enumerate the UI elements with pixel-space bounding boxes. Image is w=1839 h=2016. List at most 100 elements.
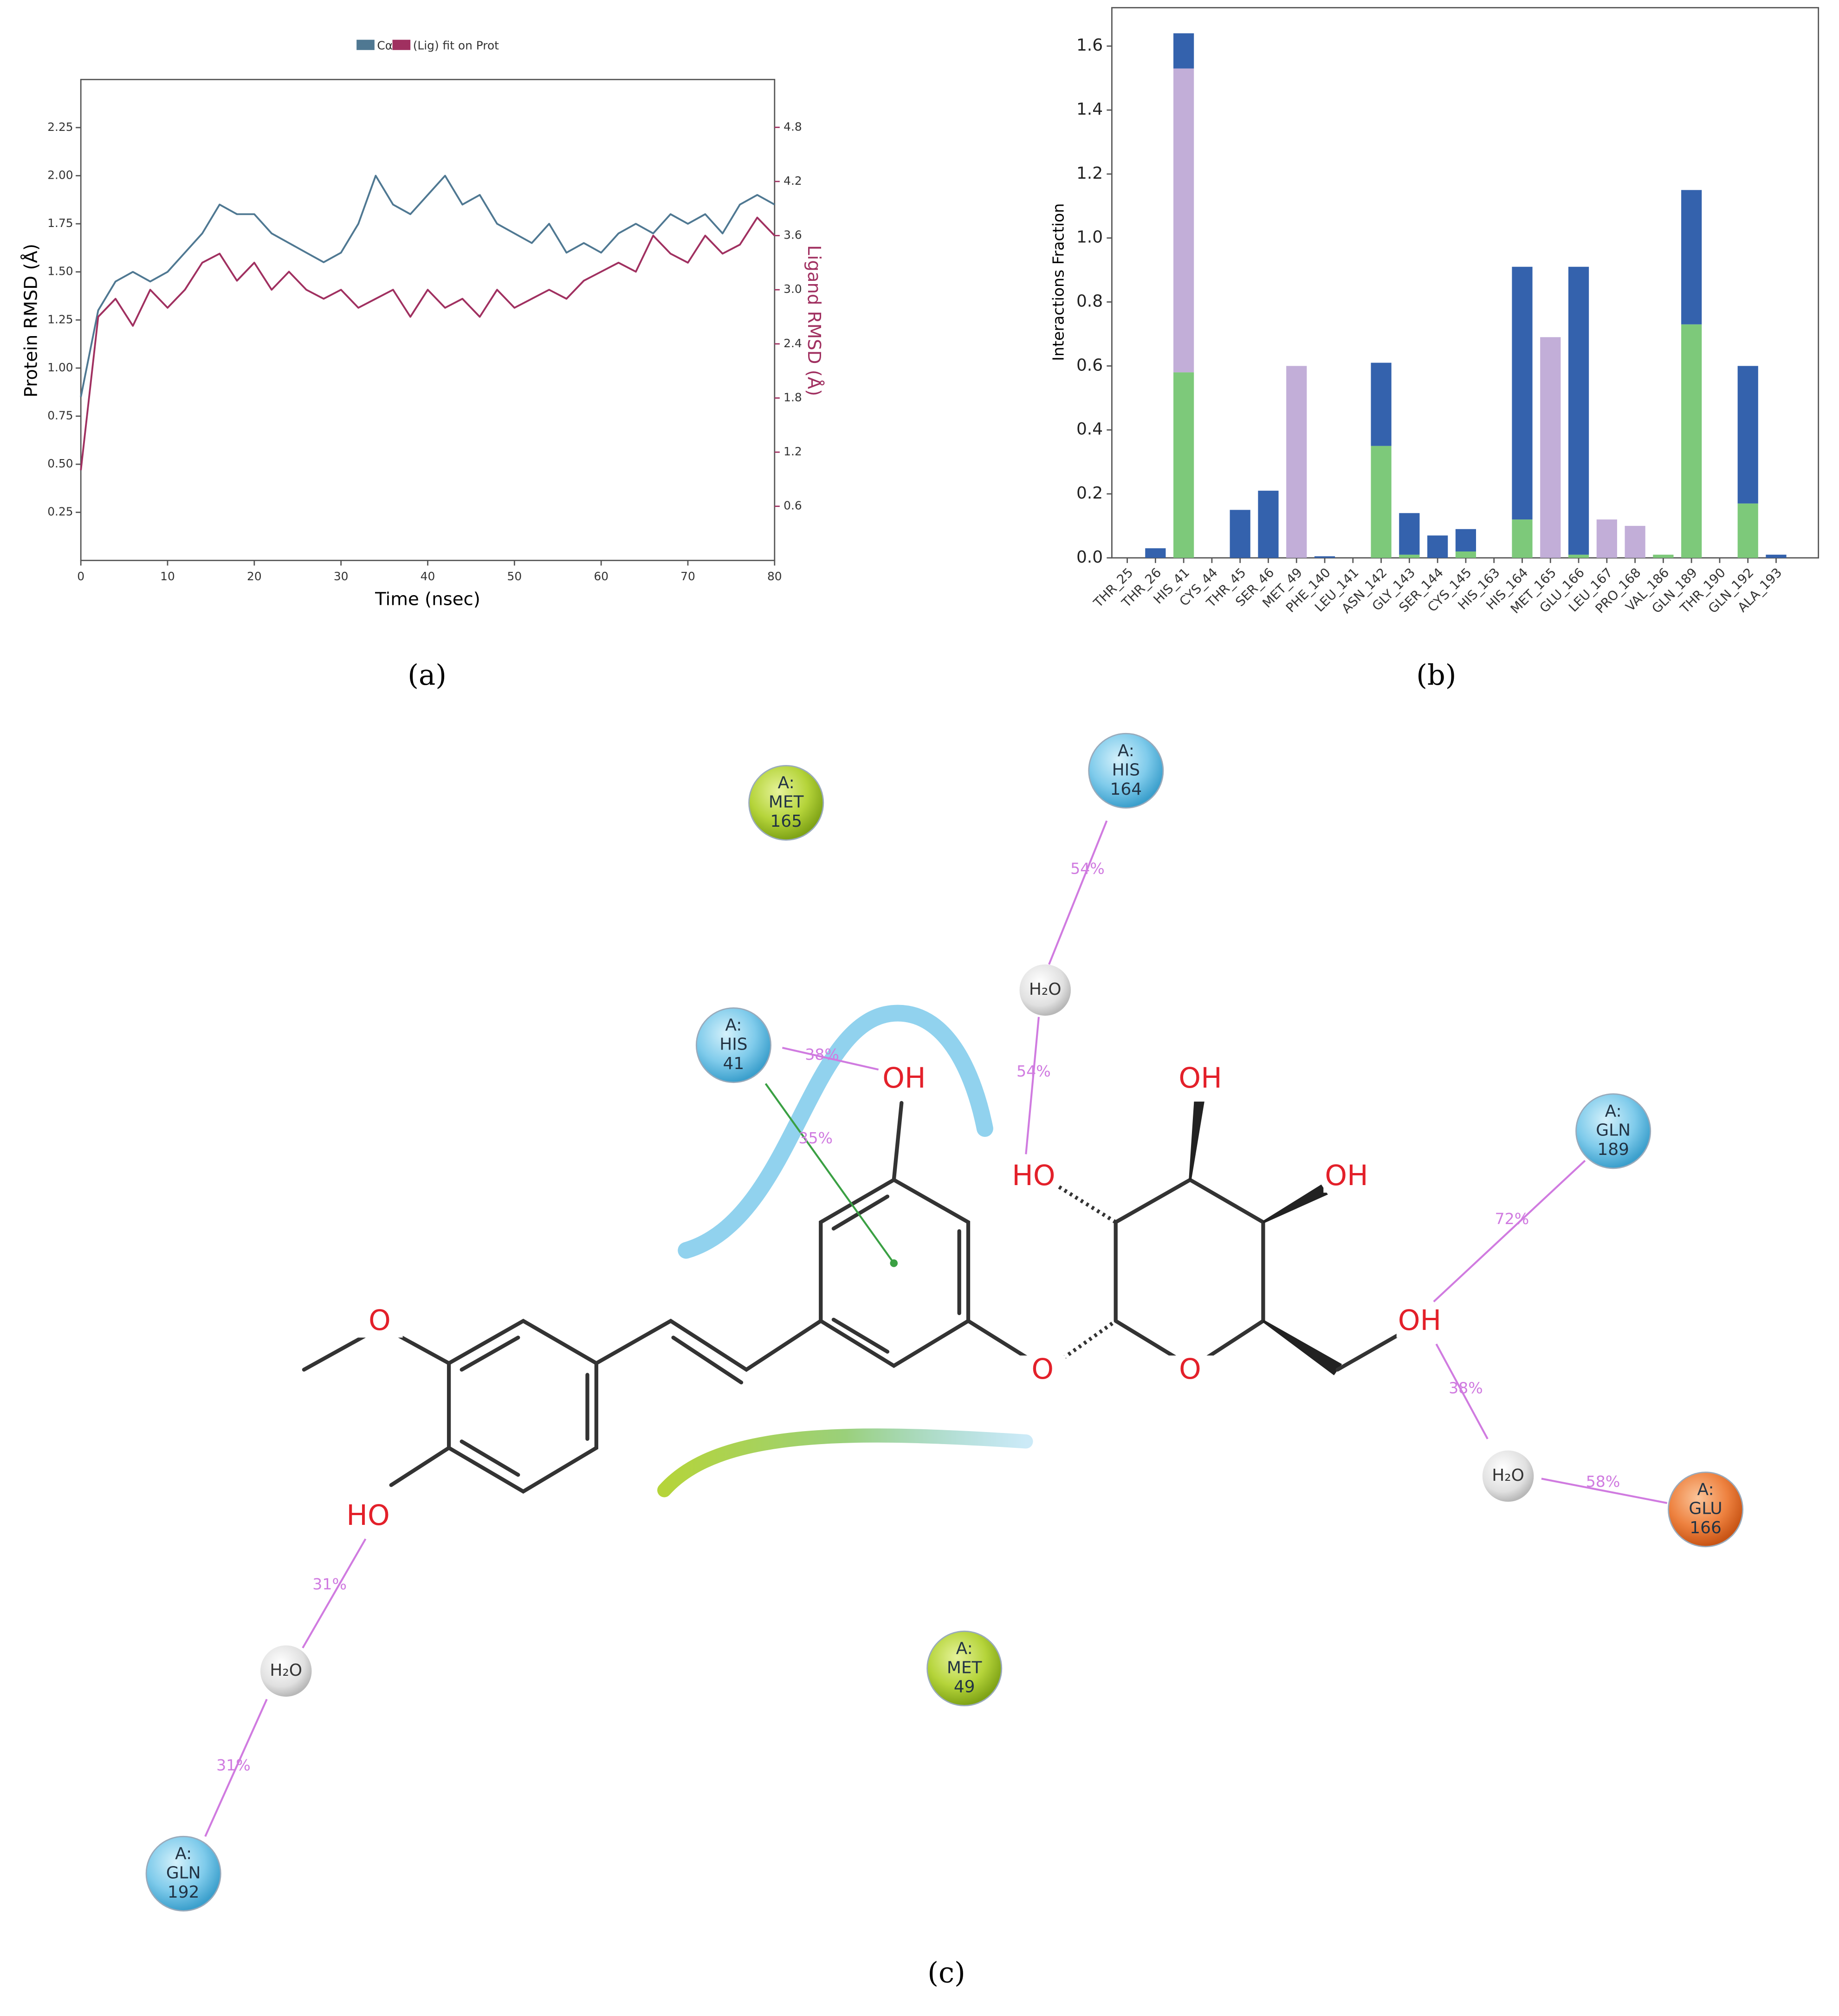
bar-segment [1540,337,1561,558]
residue-name: GLN [1596,1121,1631,1140]
residue-number: 41 [723,1054,745,1073]
residue-number: 164 [1110,780,1142,799]
interactions-panel: 0.0 0.2 0.4 0.6 0.8 1.0 1.2 1.4 1.6 Interactions … [1049,7,1820,692]
interaction-percentage: 35% [798,1129,833,1147]
bar-segment [1512,266,1533,520]
bar-segment [1314,556,1335,558]
ring-centroid [890,1259,898,1267]
bar-segment [1737,366,1758,504]
interaction-percentage: 54% [1017,1062,1051,1080]
legend-label: (Lig) fit on Prot [413,39,499,52]
residue-node [1088,733,1164,809]
y-tick-label: 2.00 [47,168,73,182]
bond [594,1318,823,1385]
y-tick-label: 0.4 [1076,420,1103,439]
interaction-percentage: 38% [805,1045,839,1063]
pocket-arc [657,1428,1033,1497]
bar-segment [1399,513,1420,555]
residue-chain: A: [1697,1480,1714,1499]
hashed-bond [1056,1319,1117,1364]
residue-chain: A: [956,1639,973,1658]
bar-segment [1173,68,1194,373]
plot-frame [1111,7,1820,559]
residue-name: GLU [1689,1499,1722,1518]
y-tick-label: 1.25 [47,312,73,326]
y2-tick-label: 3.6 [784,228,802,242]
y-tick-label: 0.6 [1076,356,1103,375]
bar-segment [1371,363,1392,446]
y-tick-label: 1.6 [1076,36,1103,55]
residue-name: MET [769,792,804,811]
x-tick-label: 10 [160,570,175,583]
bar-segment [1737,503,1758,558]
x-tick-label: 30 [334,570,349,583]
bar-segment [1399,554,1420,558]
water-label: H₂O [1029,980,1062,999]
x-tick-label: 80 [767,570,782,583]
residue-node [926,1630,1003,1706]
residue-node [1575,1093,1651,1169]
bar-segment [1286,366,1307,558]
interaction-percentage: 31% [312,1575,347,1593]
interaction-percentage: 72% [1495,1210,1529,1228]
bar-segment [1681,190,1702,324]
atom-label: O [1179,1353,1201,1386]
ring [819,1177,971,1368]
bond [302,1332,451,1487]
interaction-percentage: 38% [1449,1379,1483,1397]
atom-backdrop [1323,1162,1370,1193]
y-tick-label: 2.25 [47,120,73,134]
x-tick-label: 0 [77,570,84,583]
x-tick-label: 50 [507,570,522,583]
residue-number: 166 [1690,1518,1722,1537]
atom-backdrop [1396,1307,1443,1338]
atom-label: OH [882,1062,926,1095]
atom-label: OH [1325,1160,1368,1192]
residue-number: 189 [1597,1140,1629,1159]
y-tick-label: 1.75 [47,216,73,230]
x-axis-title: Time (nsec) [375,589,480,609]
bar-segment [1455,529,1476,552]
residue-chain: A: [725,1016,742,1035]
bar-segment [1427,535,1448,558]
y-tick-label: 1.00 [47,361,73,374]
legend-label: Cα [377,39,393,52]
ligand-diagram: A:MET165A:HIS164A:HIS41A:GLN189A:GLU166A… [145,733,1744,1990]
x-tick-label: 60 [594,570,609,583]
bar-segment [1512,519,1533,558]
y2-tick-label: 4.8 [784,120,802,133]
y2-tick-label: 3.0 [784,282,802,296]
residue-chain: A: [778,773,795,792]
hashed-bond [1057,1184,1117,1224]
bar-segment [1258,491,1279,558]
atom-backdrop [881,1064,927,1096]
y-tick-label: 0.8 [1076,292,1103,311]
residue-chain: A: [175,1844,192,1863]
residue-chain: A: [1605,1102,1622,1121]
x-tick-label: 70 [680,570,695,583]
residue-number: 192 [168,1883,200,1902]
rmsd-panel: 0 10 20 30 40 50 60 70 80 0.25 0.50 0.75 1.00 1.25 1.5… [20,39,825,691]
y-tick-label: 1.2 [1076,164,1103,183]
atom-backdrop [356,1307,403,1338]
residue-node [748,765,824,841]
y2-axis-title: Ligand RMSD (Å) [803,245,825,396]
y-tick-label: 0.0 [1076,548,1103,567]
pocket-arc [678,1005,993,1259]
atom-label: HO [1012,1160,1055,1192]
y-tick-label: 1.50 [47,265,73,278]
interaction-percentage: 54% [1070,860,1105,878]
bar-segment [1230,510,1250,558]
ring-double-bond [460,1335,589,1477]
y-tick-label: 0.50 [47,457,73,470]
bar-segment [1625,525,1645,558]
y2-tick-label: 4.2 [784,174,802,188]
residue-name: HIS [719,1035,747,1054]
residue-name: MET [947,1658,983,1677]
residue-number: 165 [770,812,802,831]
y2-tick-label: 1.2 [784,445,802,458]
pi-stack-line [764,1083,895,1264]
atom-label: HO [346,1499,390,1532]
